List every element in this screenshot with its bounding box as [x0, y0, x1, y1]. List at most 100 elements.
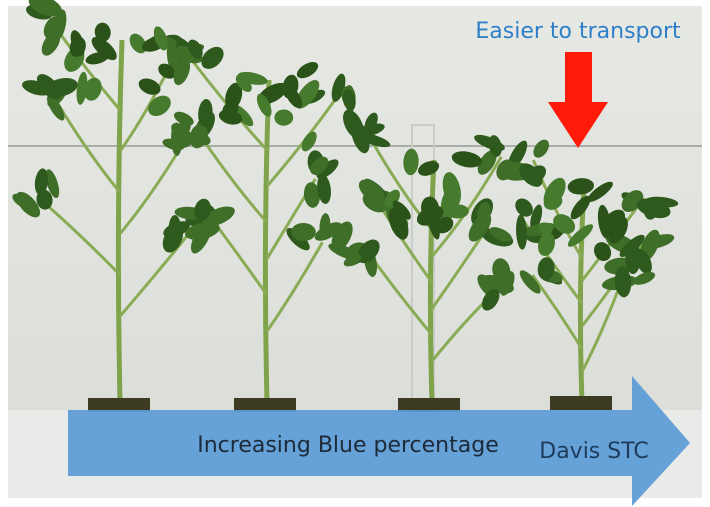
- leaf: [643, 197, 659, 220]
- leaf: [303, 182, 321, 208]
- leaf: [538, 232, 555, 257]
- leaf: [12, 193, 32, 209]
- leaf: [225, 82, 243, 110]
- leaf: [642, 234, 675, 250]
- leaf: [362, 192, 388, 213]
- pot: [398, 398, 460, 412]
- leaf: [488, 135, 502, 157]
- leaf: [314, 222, 342, 241]
- leaf: [446, 204, 469, 219]
- leaf: [403, 148, 419, 176]
- leaf: [516, 214, 528, 250]
- leaf: [533, 139, 549, 158]
- leaf: [442, 172, 462, 207]
- plants: [12, 0, 679, 403]
- leaf: [477, 150, 497, 175]
- leaf: [519, 163, 543, 187]
- leaf: [235, 74, 252, 92]
- leaf: [417, 160, 440, 176]
- leaf: [184, 222, 220, 240]
- leaf: [218, 109, 243, 125]
- leaf: [187, 39, 203, 59]
- leaf: [356, 132, 391, 148]
- leaf: [191, 131, 211, 146]
- leaf: [34, 168, 49, 196]
- leaf: [36, 74, 61, 100]
- leaf: [342, 89, 356, 111]
- leaf: [317, 174, 331, 204]
- pot: [88, 398, 150, 412]
- leaf: [41, 31, 61, 56]
- pot: [234, 398, 296, 412]
- leaf: [434, 216, 454, 234]
- leaf: [416, 205, 444, 226]
- branch: [265, 241, 324, 333]
- leaf: [291, 222, 316, 241]
- leaf: [28, 0, 62, 17]
- leaf: [301, 131, 317, 152]
- leaf: [94, 22, 111, 42]
- leaf: [282, 74, 299, 99]
- leaf: [237, 71, 268, 85]
- branch: [265, 96, 338, 188]
- red-arrow: [548, 52, 608, 148]
- branch: [41, 199, 122, 277]
- leaf: [202, 206, 235, 227]
- leaf: [310, 156, 329, 175]
- stem: [115, 39, 125, 403]
- leaf: [515, 198, 533, 217]
- leaf: [567, 224, 594, 247]
- leaf: [364, 112, 378, 133]
- leaf: [357, 239, 380, 264]
- stem: [262, 79, 272, 403]
- leaf: [274, 109, 294, 126]
- leaf: [45, 169, 60, 199]
- leaf: [587, 181, 613, 202]
- leaf: [489, 227, 512, 242]
- leaf: [296, 62, 319, 79]
- leaf: [537, 257, 555, 281]
- leaf: [567, 178, 595, 195]
- credit: Davis STC: [539, 439, 648, 464]
- leaf: [316, 159, 339, 179]
- leaf: [198, 99, 213, 127]
- leaf: [85, 52, 109, 65]
- leaf: [543, 194, 563, 210]
- leaf: [163, 221, 190, 238]
- leaf: [602, 209, 626, 234]
- leaf: [570, 195, 591, 220]
- leaf: [451, 151, 483, 168]
- leaf: [468, 213, 492, 242]
- pot: [550, 396, 612, 410]
- branch: [531, 274, 584, 350]
- leaf: [129, 33, 147, 54]
- arrow-label: Increasing Blue percentage: [197, 433, 499, 458]
- leaf: [153, 26, 168, 51]
- leaf: [46, 95, 65, 121]
- leaf: [331, 221, 353, 251]
- leaf: [91, 36, 117, 61]
- leaf: [633, 271, 656, 285]
- annotation-top: Easier to transport: [475, 19, 681, 44]
- leaf: [69, 36, 86, 57]
- leaf: [594, 242, 612, 262]
- leaf: [148, 95, 171, 117]
- leaf: [22, 80, 51, 96]
- leaf: [481, 288, 500, 311]
- leaf: [519, 270, 541, 294]
- leaf: [201, 46, 224, 69]
- leaf: [173, 111, 194, 126]
- leaf: [256, 93, 272, 117]
- leaf: [614, 266, 632, 298]
- leaf: [76, 71, 88, 105]
- leaf: [173, 57, 191, 86]
- leaf: [83, 77, 102, 101]
- leaf: [553, 214, 576, 234]
- branch: [118, 232, 191, 318]
- leaf: [158, 63, 176, 79]
- leaf: [194, 198, 212, 222]
- leaf: [392, 200, 411, 220]
- leaf: [625, 241, 641, 275]
